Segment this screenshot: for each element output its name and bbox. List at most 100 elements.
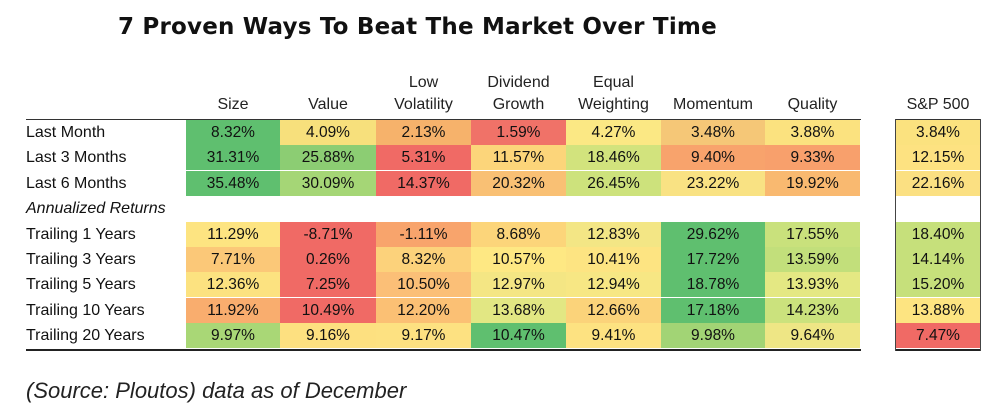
table-cell: 9.33% (765, 145, 860, 171)
source-note: (Source: Ploutos) data as of December (26, 378, 407, 403)
table-cell: 9.98% (661, 323, 765, 349)
table-cell: 9.16% (280, 323, 376, 349)
row-label: Trailing 3 Years (26, 251, 136, 268)
table-cell: 13.68% (471, 297, 566, 323)
table-cell: 9.40% (661, 145, 765, 171)
column-header-line: Volatility (394, 96, 453, 113)
table-cell: 19.92% (765, 170, 860, 196)
table-cell: 9.41% (566, 323, 661, 349)
table-cell: 13.93% (765, 272, 860, 298)
header-rule-sp500 (896, 119, 980, 120)
row-label: Last Month (26, 124, 106, 141)
table-cell: 25.88% (280, 145, 376, 171)
table-cell: 8.32% (376, 247, 471, 272)
row-label: Trailing 10 Years (26, 301, 145, 319)
column-header: Momentum (661, 94, 765, 116)
table-cell: 2.13% (376, 120, 471, 145)
table-cell: 12.97% (471, 272, 566, 298)
row-label: Trailing 20 Years (26, 327, 145, 345)
row-label: Last 6 Months (26, 174, 127, 192)
table-cell: -8.71% (280, 221, 376, 247)
table-cell: 0.26% (280, 247, 376, 272)
column-header: Low Volatility (376, 72, 471, 116)
table-cell: 30.09% (280, 170, 376, 196)
table-cell: 18.78% (661, 272, 765, 298)
table-cell: 7.25% (280, 272, 376, 298)
column-header: Dividend Growth (471, 72, 566, 116)
column-header: Equal Weighting (566, 72, 661, 116)
row-label: Trailing 5 Years (26, 276, 136, 294)
column-header-line: Momentum (672, 96, 754, 113)
table-cell: 17.18% (661, 297, 765, 323)
table-cell: 15.20% (896, 272, 980, 298)
table-cell: 10.57% (471, 247, 566, 272)
table-cell: 7.47% (896, 323, 980, 349)
bottom-rule (26, 348, 861, 351)
table-cell: 14.14% (896, 247, 980, 272)
table-cell: 12.66% (566, 297, 661, 323)
row-label: Trailing 1 Years (26, 225, 136, 243)
column-header-line: Equal (593, 74, 634, 91)
table-cell: 11.29% (186, 221, 280, 247)
table-cell: 17.72% (661, 247, 765, 272)
table-cell: 13.88% (896, 297, 980, 323)
table-cell: 17.55% (765, 221, 860, 247)
column-header-line: Size (217, 96, 249, 113)
table-cell: 7.71% (186, 247, 280, 272)
table-cell: 4.09% (280, 120, 376, 145)
row-label: Last 3 Months (26, 149, 127, 167)
table-cell: 20.32% (471, 170, 566, 196)
table-cell: 12.36% (186, 272, 280, 298)
table-cell: 14.37% (376, 170, 471, 196)
table-cell: 1.59% (471, 120, 566, 145)
column-header-line: Weighting (578, 96, 649, 113)
table-cell: 11.57% (471, 145, 566, 171)
table-cell: 23.22% (661, 170, 765, 196)
sp500-left-border (895, 119, 896, 351)
column-header-line: Quality (787, 96, 838, 113)
table-cell: 10.41% (566, 247, 661, 272)
table-cell: 3.48% (661, 120, 765, 145)
table-cell: 12.83% (566, 221, 661, 247)
table-cell: 26.45% (566, 170, 661, 196)
column-header-line: S&P 500 (906, 96, 970, 113)
bottom-rule-sp500 (896, 348, 980, 351)
column-header: Size (186, 94, 280, 116)
column-header-line: Value (308, 96, 348, 113)
table-cell: 3.88% (765, 120, 860, 145)
table-cell: 11.92% (186, 297, 280, 323)
table-cell: 29.62% (661, 221, 765, 247)
table-cell: 9.97% (186, 323, 280, 349)
table-cell: 18.46% (566, 145, 661, 171)
column-header: S&P 500 (896, 94, 980, 116)
table-cell: 12.15% (896, 145, 980, 171)
table-cell: 5.31% (376, 145, 471, 171)
table-cell: 3.84% (896, 120, 980, 145)
table-cell: 8.68% (471, 221, 566, 247)
table-cell: 22.16% (896, 170, 980, 196)
table-cell: 10.49% (280, 297, 376, 323)
column-header: Quality (765, 94, 860, 116)
table-cell: 4.27% (566, 120, 661, 145)
sp500-right-border (980, 119, 981, 351)
column-header-line: Dividend (487, 74, 550, 91)
table-cell: 12.94% (566, 272, 661, 298)
table-cell: 12.20% (376, 297, 471, 323)
table-cell: 10.47% (471, 323, 566, 349)
table-cell: 31.31% (186, 145, 280, 171)
table-cell: 35.48% (186, 170, 280, 196)
header-rule (26, 119, 861, 120)
row-label: Annualized Returns (26, 200, 166, 218)
table-cell: 18.40% (896, 221, 980, 247)
table-cell: 13.59% (765, 247, 860, 272)
table-cell: 9.17% (376, 323, 471, 349)
column-header-line: Growth (492, 96, 545, 113)
table-cell: 9.64% (765, 323, 860, 349)
table-cell: -1.11% (376, 221, 471, 247)
table-cell: 14.23% (765, 297, 860, 323)
column-header: Value (280, 94, 376, 116)
chart-title: 7 Proven Ways To Beat The Market Over Ti… (118, 14, 717, 40)
column-header-line: Low (408, 74, 439, 91)
table-cell: 10.50% (376, 272, 471, 298)
table-cell: 8.32% (186, 120, 280, 145)
